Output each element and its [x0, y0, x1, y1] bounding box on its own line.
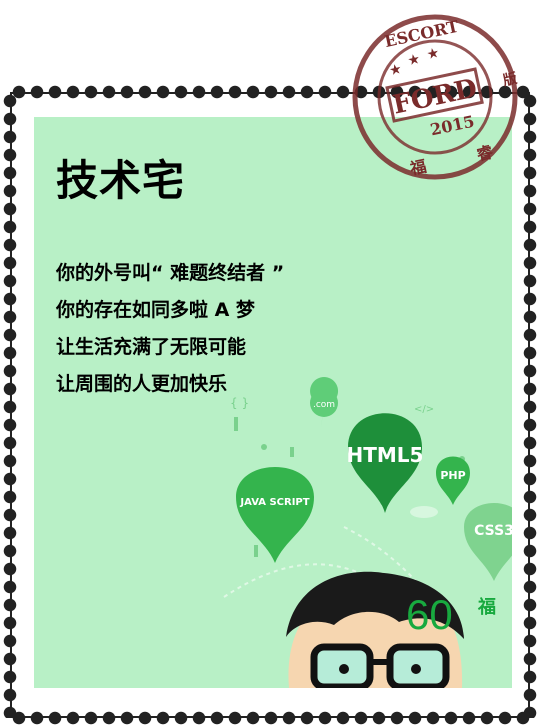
- postmark-seal: ESCORT FORD 2015 福 睿 版 ★ ★ ★: [352, 14, 519, 180]
- com-bubble: .com: [310, 377, 339, 427]
- description-line-3: 让生活充满了无限可能: [56, 336, 247, 358]
- description-lines: 你的外号叫“ 难题终结者 ” 你的存在如同多啦 A 梦 让生活充满了无限可能 让…: [56, 255, 284, 403]
- price-value: 60: [406, 591, 453, 638]
- svg-text:★: ★: [389, 62, 403, 78]
- svg-text:JAVA SCRIPT: JAVA SCRIPT: [239, 497, 309, 508]
- svg-text:</>: </>: [414, 404, 434, 415]
- description-line-1: 你的外号叫“ 难题终结者 ”: [56, 262, 285, 284]
- svg-text:2015: 2015: [429, 112, 477, 140]
- css3-bubble: CSS3: [464, 503, 512, 581]
- perforation-right: [522, 92, 538, 718]
- svg-text:★: ★: [426, 45, 440, 61]
- page-title: 技术宅: [56, 156, 186, 205]
- description-line-4: 让周围的人更加快乐: [56, 373, 228, 395]
- svg-text:版: 版: [501, 70, 518, 90]
- price-unit: 福: [478, 597, 496, 618]
- php-bubble: PHP: [436, 456, 470, 505]
- javascript-bubble: JAVA SCRIPT: [236, 467, 314, 563]
- perforation-top: [10, 84, 530, 100]
- svg-text:PHP: PHP: [440, 469, 465, 482]
- character-head: [286, 571, 464, 688]
- svg-text:★: ★: [407, 52, 421, 68]
- svg-text:CSS3: CSS3: [474, 523, 512, 539]
- svg-text:福: 福: [408, 157, 429, 179]
- perforation-bottom: [10, 710, 530, 726]
- svg-text:睿: 睿: [475, 142, 496, 164]
- stamp-panel: 技术宅 你的外号叫“ 难题终结者 ” 你的存在如同多啦 A 梦 让生活充满了无限…: [34, 117, 512, 688]
- description-line-2: 你的存在如同多啦 A 梦: [56, 299, 255, 321]
- svg-text:HTML5: HTML5: [347, 443, 424, 467]
- svg-text:ESCORT: ESCORT: [383, 17, 461, 51]
- html5-bubble: HTML5: [347, 413, 424, 513]
- svg-text:.com: .com: [313, 400, 335, 410]
- svg-text:{ }: { }: [230, 396, 249, 410]
- perforation-left: [2, 92, 18, 718]
- tech-illustration: { } </> .com HTML5 PH: [223, 377, 512, 688]
